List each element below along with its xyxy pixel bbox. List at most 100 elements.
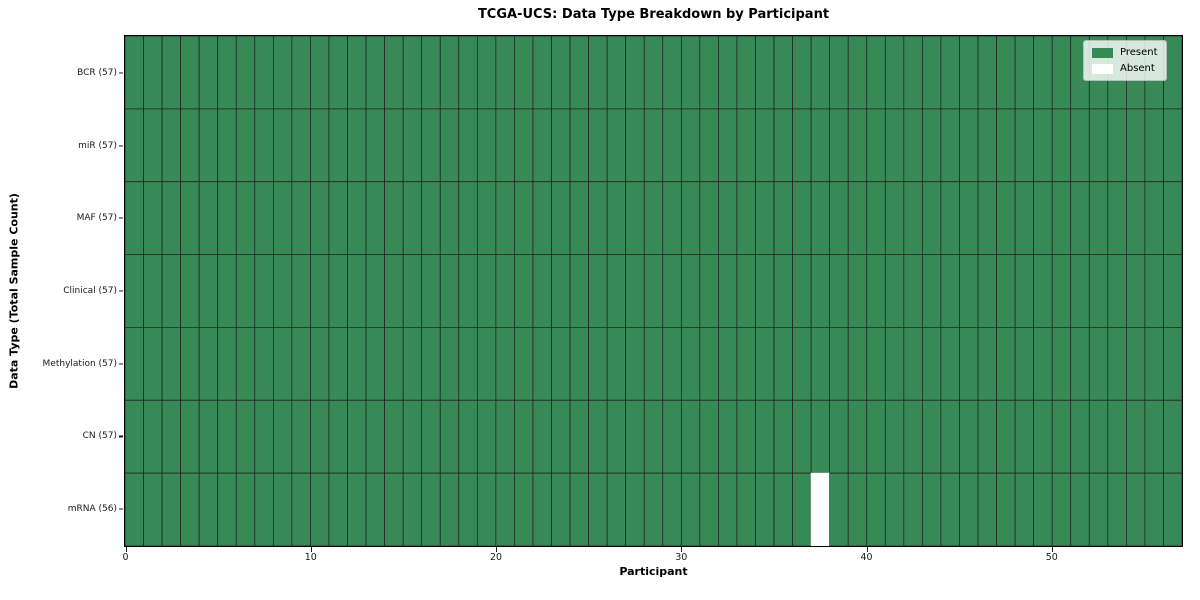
heatmap-cell-present	[218, 327, 237, 400]
heatmap-cell-present	[292, 327, 311, 400]
heatmap-cell-present	[1015, 400, 1034, 473]
heatmap-cell-present	[236, 400, 255, 473]
heatmap-cell-present	[477, 327, 496, 400]
heatmap-cell-present	[681, 36, 700, 109]
y-tick-label: BCR (57)	[77, 67, 117, 78]
heatmap-cell-present	[681, 255, 700, 328]
heatmap-cell-present	[533, 182, 552, 255]
heatmap-cell-present	[1145, 255, 1164, 328]
heatmap-cell-present	[1015, 473, 1034, 546]
y-tick-mark	[118, 145, 123, 147]
y-tick-label: mRNA (56)	[67, 504, 117, 515]
x-tick-label: 20	[489, 552, 503, 563]
heatmap-cell-present	[1089, 109, 1108, 182]
heatmap-cell-present	[403, 109, 422, 182]
heatmap-cell-present	[589, 400, 608, 473]
heatmap-cell-present	[922, 400, 941, 473]
heatmap-cell-present	[755, 109, 774, 182]
heatmap-cell-present	[181, 400, 200, 473]
heatmap-cell-present	[718, 473, 737, 546]
heatmap-cell-present	[181, 255, 200, 328]
heatmap-cell-present	[366, 109, 385, 182]
heatmap-cell-present	[273, 327, 292, 400]
heatmap-cell-present	[885, 109, 904, 182]
y-tick-mark	[118, 508, 123, 510]
heatmap-cell-present	[218, 36, 237, 109]
heatmap-cell-present	[1108, 473, 1127, 546]
heatmap-cell-present	[978, 400, 997, 473]
heatmap-cell-present	[496, 255, 515, 328]
heatmap-cell-present	[1015, 327, 1034, 400]
heatmap-cell-present	[1145, 182, 1164, 255]
heatmap-cell-present	[589, 327, 608, 400]
heatmap-cell-present	[329, 400, 348, 473]
heatmap-cell-present	[793, 473, 812, 546]
x-tick-label: 0	[122, 552, 129, 563]
heatmap-cell-present	[255, 255, 274, 328]
heatmap-cell-present	[959, 36, 978, 109]
heatmap-cell-present	[978, 327, 997, 400]
heatmap-cell-present	[1089, 473, 1108, 546]
heatmap-cell-present	[811, 400, 830, 473]
heatmap-cell-present	[904, 109, 923, 182]
heatmap-cell-present	[292, 400, 311, 473]
heatmap-cell-present	[162, 473, 181, 546]
heatmap-cell-present	[514, 182, 533, 255]
heatmap-cell-present	[848, 255, 867, 328]
heatmap-cell-present	[218, 109, 237, 182]
heatmap-cell-present	[1071, 109, 1090, 182]
heatmap-cell-present	[978, 182, 997, 255]
heatmap-cell-present	[1015, 182, 1034, 255]
heatmap-cell-present	[199, 400, 218, 473]
heatmap-cell-present	[737, 473, 756, 546]
heatmap-cell-present	[626, 327, 645, 400]
heatmap-cell-present	[440, 182, 459, 255]
heatmap-cell-present	[255, 327, 274, 400]
heatmap-cell-present	[1145, 109, 1164, 182]
heatmap-cell-present	[366, 182, 385, 255]
heatmap-cell-present	[552, 109, 571, 182]
heatmap-cell-present	[700, 109, 719, 182]
x-tick-label: 10	[304, 552, 317, 563]
heatmap-cell-present	[997, 327, 1016, 400]
heatmap-cell-present	[533, 255, 552, 328]
heatmap-cell-present	[755, 400, 774, 473]
heatmap-cell-present	[422, 400, 441, 473]
y-tick-label: MAF (57)	[76, 213, 117, 224]
heatmap-cell-present	[718, 182, 737, 255]
heatmap-cell-present	[236, 36, 255, 109]
heatmap-cell-present	[125, 182, 144, 255]
heatmap-cell-present	[718, 327, 737, 400]
heatmap-cell-present	[922, 473, 941, 546]
heatmap-cell-present	[737, 400, 756, 473]
heatmap-cell-present	[830, 473, 849, 546]
heatmap-cell-present	[1145, 473, 1164, 546]
heatmap-cell-present	[514, 109, 533, 182]
x-tick-mark	[681, 547, 683, 552]
y-tick-mark	[118, 72, 123, 74]
heatmap-cell-present	[700, 36, 719, 109]
heatmap-cell-present	[848, 36, 867, 109]
heatmap-cell-present	[422, 255, 441, 328]
heatmap-cell-present	[941, 400, 960, 473]
heatmap-cell-present	[125, 473, 144, 546]
heatmap-cell-present	[218, 255, 237, 328]
heatmap-cell-present	[663, 327, 682, 400]
heatmap-cell-present	[1163, 182, 1182, 255]
heatmap-cell-present	[997, 255, 1016, 328]
heatmap-cell-present	[644, 473, 663, 546]
heatmap-cell-present	[144, 255, 163, 328]
heatmap-cell-present	[700, 255, 719, 328]
heatmap-grid	[125, 36, 1182, 546]
heatmap-cell-present	[366, 327, 385, 400]
heatmap-cell-present	[793, 36, 812, 109]
heatmap-cell-present	[681, 182, 700, 255]
heatmap-cell-present	[440, 327, 459, 400]
heatmap-cell-present	[1034, 473, 1053, 546]
heatmap-cell-present	[552, 255, 571, 328]
heatmap-cell-present	[366, 400, 385, 473]
heatmap-cell-present	[477, 400, 496, 473]
heatmap-cell-present	[997, 473, 1016, 546]
heatmap-cell-present	[589, 473, 608, 546]
heatmap-cell-present	[1052, 36, 1071, 109]
